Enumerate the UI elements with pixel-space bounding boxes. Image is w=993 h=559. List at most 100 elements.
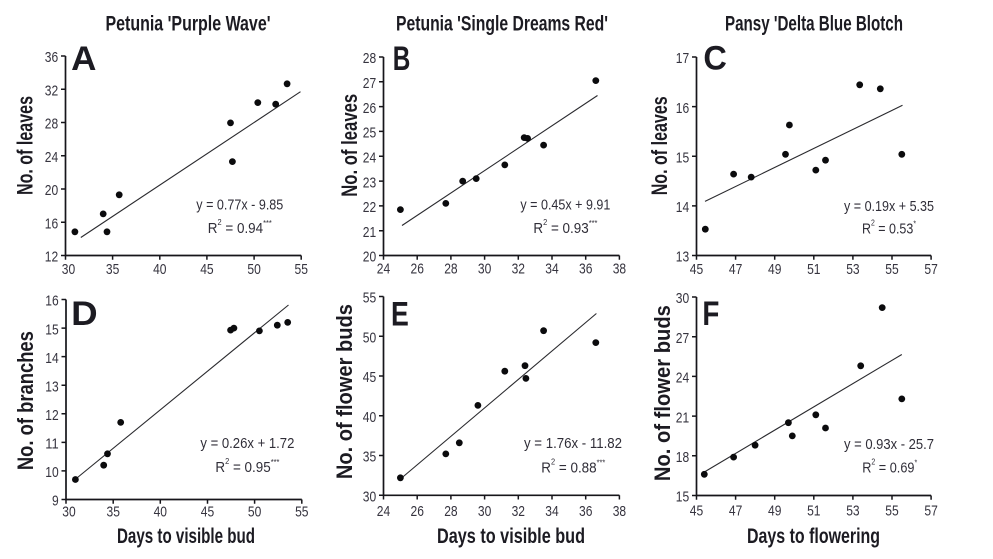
- svg-text:14: 14: [676, 199, 689, 216]
- svg-text:35: 35: [363, 449, 376, 466]
- svg-text:38: 38: [613, 503, 626, 520]
- svg-text:47: 47: [729, 503, 742, 520]
- svg-text:25: 25: [363, 125, 376, 142]
- svg-text:12: 12: [45, 407, 58, 424]
- svg-text:15: 15: [45, 321, 58, 338]
- svg-text:15: 15: [676, 149, 689, 166]
- svg-text:No. of leaves: No. of leaves: [13, 96, 38, 195]
- svg-text:50: 50: [247, 261, 260, 278]
- svg-text:D: D: [71, 295, 98, 333]
- svg-text:32: 32: [45, 83, 58, 100]
- svg-text:55: 55: [885, 503, 898, 520]
- svg-text:27: 27: [676, 330, 689, 347]
- svg-text:16: 16: [45, 215, 58, 232]
- svg-text:y = 0.45x + 9.91: y = 0.45x + 9.91: [520, 197, 610, 213]
- svg-text:Days to visible bud: Days to visible bud: [117, 525, 255, 548]
- svg-text:21: 21: [363, 224, 376, 241]
- svg-text:12: 12: [45, 249, 58, 266]
- svg-text:23: 23: [363, 174, 376, 191]
- svg-text:No. of leaves: No. of leaves: [647, 96, 672, 195]
- svg-text:30: 30: [62, 261, 75, 278]
- svg-text:38: 38: [613, 261, 626, 278]
- svg-text:No. of branches: No. of branches: [13, 331, 38, 470]
- svg-text:53: 53: [846, 261, 859, 278]
- svg-text:16: 16: [45, 293, 58, 310]
- svg-text:28: 28: [45, 116, 58, 133]
- svg-text:26: 26: [411, 261, 424, 278]
- svg-text:36: 36: [579, 261, 592, 278]
- svg-text:20: 20: [363, 249, 376, 266]
- svg-text:20: 20: [45, 182, 58, 199]
- svg-text:45: 45: [690, 503, 703, 520]
- svg-text:24: 24: [676, 370, 689, 387]
- svg-text:Pansy 'Delta Blue Blotch: Pansy 'Delta Blue Blotch: [725, 13, 903, 36]
- svg-text:32: 32: [512, 261, 525, 278]
- svg-text:55: 55: [885, 261, 898, 278]
- svg-text:22: 22: [363, 199, 376, 216]
- svg-text:49: 49: [768, 503, 781, 520]
- svg-text:32: 32: [512, 503, 525, 520]
- svg-text:No. of flower buds: No. of flower buds: [332, 304, 357, 479]
- svg-text:57: 57: [924, 503, 937, 520]
- svg-text:17: 17: [676, 50, 689, 67]
- svg-text:47: 47: [729, 261, 742, 278]
- svg-text:34: 34: [545, 261, 558, 278]
- svg-text:55: 55: [295, 504, 308, 521]
- svg-text:E: E: [391, 295, 409, 333]
- svg-text:R2 = 0.69*: R2 = 0.69*: [862, 457, 917, 476]
- svg-text:11: 11: [45, 436, 58, 453]
- svg-text:24: 24: [363, 149, 376, 166]
- svg-text:14: 14: [45, 350, 58, 367]
- svg-text:y = 0.93x - 25.7: y = 0.93x - 25.7: [844, 437, 934, 453]
- svg-text:18: 18: [676, 449, 689, 466]
- svg-text:28: 28: [444, 503, 457, 520]
- svg-text:Days to flowering: Days to flowering: [747, 525, 880, 548]
- svg-text:35: 35: [106, 261, 119, 278]
- svg-text:24: 24: [45, 149, 58, 166]
- svg-text:27: 27: [363, 75, 376, 92]
- svg-text:Days to visible bud: Days to visible bud: [437, 525, 585, 548]
- svg-text:R2 = 0.93***: R2 = 0.93***: [533, 218, 597, 237]
- svg-text:34: 34: [545, 503, 558, 520]
- svg-text:y = 0.26x + 1.72: y = 0.26x + 1.72: [200, 436, 294, 452]
- svg-text:No. of flower buds: No. of flower buds: [650, 305, 675, 481]
- svg-text:26: 26: [411, 503, 424, 520]
- svg-text:36: 36: [579, 503, 592, 520]
- svg-text:F: F: [702, 295, 719, 333]
- svg-text:55: 55: [363, 290, 376, 307]
- svg-text:Petunia 'Purple Wave': Petunia 'Purple Wave': [106, 13, 271, 36]
- svg-text:Petunia 'Single Dreams Red': Petunia 'Single Dreams Red': [396, 13, 608, 36]
- svg-text:No. of leaves: No. of leaves: [337, 94, 362, 197]
- svg-text:16: 16: [676, 100, 689, 117]
- svg-text:B: B: [393, 40, 411, 78]
- svg-text:30: 30: [676, 290, 689, 307]
- svg-text:51: 51: [807, 261, 820, 278]
- svg-text:57: 57: [924, 261, 937, 278]
- svg-text:30: 30: [363, 489, 376, 506]
- svg-text:10: 10: [45, 464, 58, 481]
- svg-text:13: 13: [45, 378, 58, 395]
- svg-text:40: 40: [153, 261, 166, 278]
- svg-text:53: 53: [846, 503, 859, 520]
- svg-text:9: 9: [52, 493, 59, 510]
- svg-text:28: 28: [444, 261, 457, 278]
- svg-text:13: 13: [676, 249, 689, 266]
- svg-text:30: 30: [478, 261, 491, 278]
- svg-text:36: 36: [45, 49, 58, 66]
- svg-text:28: 28: [363, 50, 376, 67]
- svg-text:y = 0.77x - 9.85: y = 0.77x - 9.85: [196, 197, 283, 213]
- svg-text:50: 50: [248, 504, 261, 521]
- svg-text:C: C: [703, 40, 727, 78]
- svg-text:45: 45: [363, 369, 376, 386]
- svg-text:40: 40: [154, 504, 167, 521]
- svg-text:30: 30: [478, 503, 491, 520]
- svg-text:y = 1.76x - 11.82: y = 1.76x - 11.82: [524, 436, 622, 452]
- svg-text:40: 40: [363, 409, 376, 426]
- svg-text:R2 = 0.94***: R2 = 0.94***: [208, 218, 272, 237]
- svg-text:21: 21: [676, 409, 689, 426]
- svg-text:A: A: [71, 40, 96, 78]
- svg-text:15: 15: [676, 489, 689, 506]
- svg-text:R2 = 0.95***: R2 = 0.95***: [215, 457, 279, 476]
- svg-text:50: 50: [363, 330, 376, 347]
- svg-text:45: 45: [200, 261, 213, 278]
